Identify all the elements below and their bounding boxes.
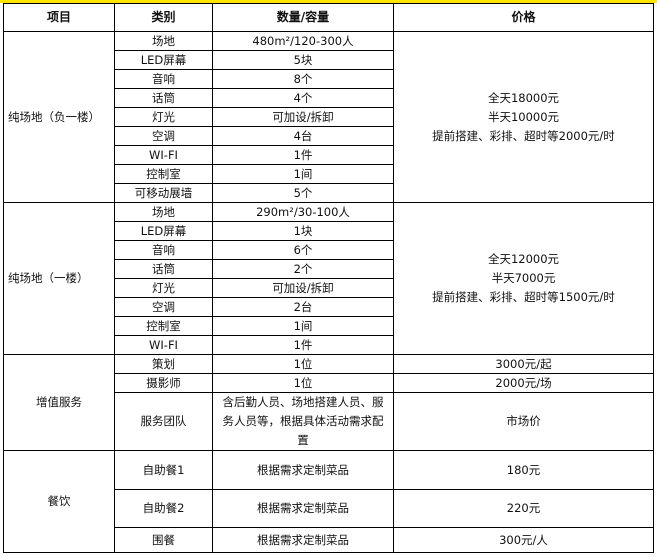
category-cell: 围餐	[114, 527, 213, 553]
header-price: 价格	[393, 3, 654, 32]
quantity-cell: 480m²/120-300人	[212, 31, 394, 51]
price-cell: 全天18000元 半天10000元提前搭建、彩排、超时等2000元/时	[393, 31, 654, 203]
table-row: 空调 2台	[4, 297, 654, 317]
price-cell: 全天12000元 半天7000元提前搭建、彩排、超时等1500元/时	[393, 202, 654, 355]
quantity-cell: 1件	[212, 145, 394, 165]
category-cell: 控制室	[114, 164, 213, 184]
quantity-cell: 1块	[212, 221, 394, 241]
price-cell: 180元	[393, 450, 654, 490]
quantity-cell: 5个	[212, 183, 394, 203]
header-item: 项目	[3, 3, 115, 32]
category-cell: 空调	[114, 126, 213, 146]
quantity-cell: 2个	[212, 259, 394, 279]
category-cell: 话筒	[114, 88, 213, 108]
quantity-cell: 1间	[212, 164, 394, 184]
table-row: 灯光 可加设/拆卸	[4, 107, 654, 127]
quantity-cell: 2台	[212, 297, 394, 317]
price-line: 全天18000元	[487, 90, 560, 105]
category-cell: 服务团队	[114, 392, 213, 451]
price-cell: 市场价	[393, 392, 654, 451]
category-cell: 音响	[114, 69, 213, 89]
table-row: WI-FI 1件	[4, 145, 654, 165]
price-cell: 2000元/场	[393, 373, 654, 393]
price-line: 半天10000元	[487, 109, 560, 124]
quantity-cell: 可加设/拆卸	[212, 107, 394, 127]
category-cell: 策划	[114, 354, 213, 374]
top-border	[0, 0, 657, 3]
category-cell: 音响	[114, 240, 213, 260]
table-row: 纯场地（负一楼） 场地 480m²/120-300人 全天18000元 半天10000元…	[3, 31, 654, 203]
quantity-cell: 1位	[212, 354, 394, 374]
category-cell: WI-FI	[114, 335, 213, 355]
category-cell: LED屏幕	[114, 50, 213, 70]
price-line: 半天7000元	[491, 271, 556, 285]
category-cell: 控制室	[114, 316, 213, 336]
price-cell: 3000元/起	[393, 354, 654, 374]
price-cell: 220元	[393, 489, 654, 528]
category-cell: 灯光	[114, 107, 213, 127]
category-cell: 摄影师	[114, 373, 213, 393]
category-cell: 话筒	[114, 259, 213, 279]
category-cell: 场地	[114, 31, 213, 51]
quantity-cell: 5块	[212, 50, 394, 70]
table-row: 音响 8个	[4, 69, 654, 89]
category-cell: 可移动展墙	[114, 183, 213, 203]
category-cell: 自助餐1	[114, 450, 213, 490]
category-cell: WI-FI	[114, 145, 213, 165]
quantity-cell: 6个	[212, 240, 394, 260]
quantity-cell: 可加设/拆卸	[212, 278, 394, 298]
table-row: LED屏幕 1块	[4, 221, 654, 241]
quantity-cell: 4台	[212, 126, 394, 146]
price-cell: 300元/人	[393, 527, 654, 553]
table-row: 增值服务 策划 1位 3000元/起	[3, 354, 654, 451]
quantity-cell: 1件	[212, 335, 394, 355]
quantity-cell: 290m²/30-100人	[212, 202, 394, 222]
quantity-cell: 根据需求定制菜品	[212, 489, 394, 528]
quantity-cell: 根据需求定制菜品	[212, 527, 394, 553]
quantity-cell: 1间	[212, 316, 394, 336]
table-row: 自助餐2 根据需求定制菜品 220元	[4, 489, 654, 528]
venue-price-table: 项目 类别 数量/容量 价格 纯场地（负一楼） 场地 480m²/120-300人全…	[3, 3, 654, 553]
table-row: LED屏幕 5块	[4, 50, 654, 70]
section-name: 纯场地（负一楼）	[3, 31, 115, 203]
header-row: 项目 类别 数量/容量 价格	[3, 3, 654, 32]
price-line: 全天12000元	[487, 252, 560, 266]
table-row: WI-FI 1件	[4, 335, 654, 355]
category-cell: 空调	[114, 297, 213, 317]
table-row: 控制室 1间	[4, 164, 654, 184]
quantity-cell: 4个	[212, 88, 394, 108]
table-row: 餐饮 自助餐1 根据需求定制菜品 180元	[3, 450, 654, 553]
quantity-cell: 8个	[212, 69, 394, 89]
category-cell: 自助餐2	[114, 489, 213, 528]
category-cell: 场地	[114, 202, 213, 222]
section-name: 增值服务	[3, 354, 115, 451]
header-category: 类别	[114, 3, 213, 32]
section-name: 纯场地（一楼）	[3, 202, 115, 355]
table-row: 空调 4台	[4, 126, 654, 146]
price-line: 提前搭建、彩排、超时等1500元/时	[432, 290, 615, 304]
quantity-cell: 含后勤人员、场地搭建人员、服务人员等，根据具体活动需求配置	[212, 392, 394, 451]
price-line: 提前搭建、彩排、超时等2000元/时	[432, 128, 615, 143]
category-cell: 灯光	[114, 278, 213, 298]
quantity-cell: 1位	[212, 373, 394, 393]
table-row: 摄影师 1位 2000元/场	[4, 373, 654, 393]
table-row: 纯场地（一楼） 场地 290m²/30-100人全天12000元 半天7000元提前搭…	[3, 202, 654, 355]
header-quantity: 数量/容量	[212, 3, 394, 32]
section-name: 餐饮	[3, 450, 115, 553]
quantity-cell: 根据需求定制菜品	[212, 450, 394, 490]
category-cell: LED屏幕	[114, 221, 213, 241]
table-row: 围餐 根据需求定制菜品 300元/人	[4, 527, 654, 553]
